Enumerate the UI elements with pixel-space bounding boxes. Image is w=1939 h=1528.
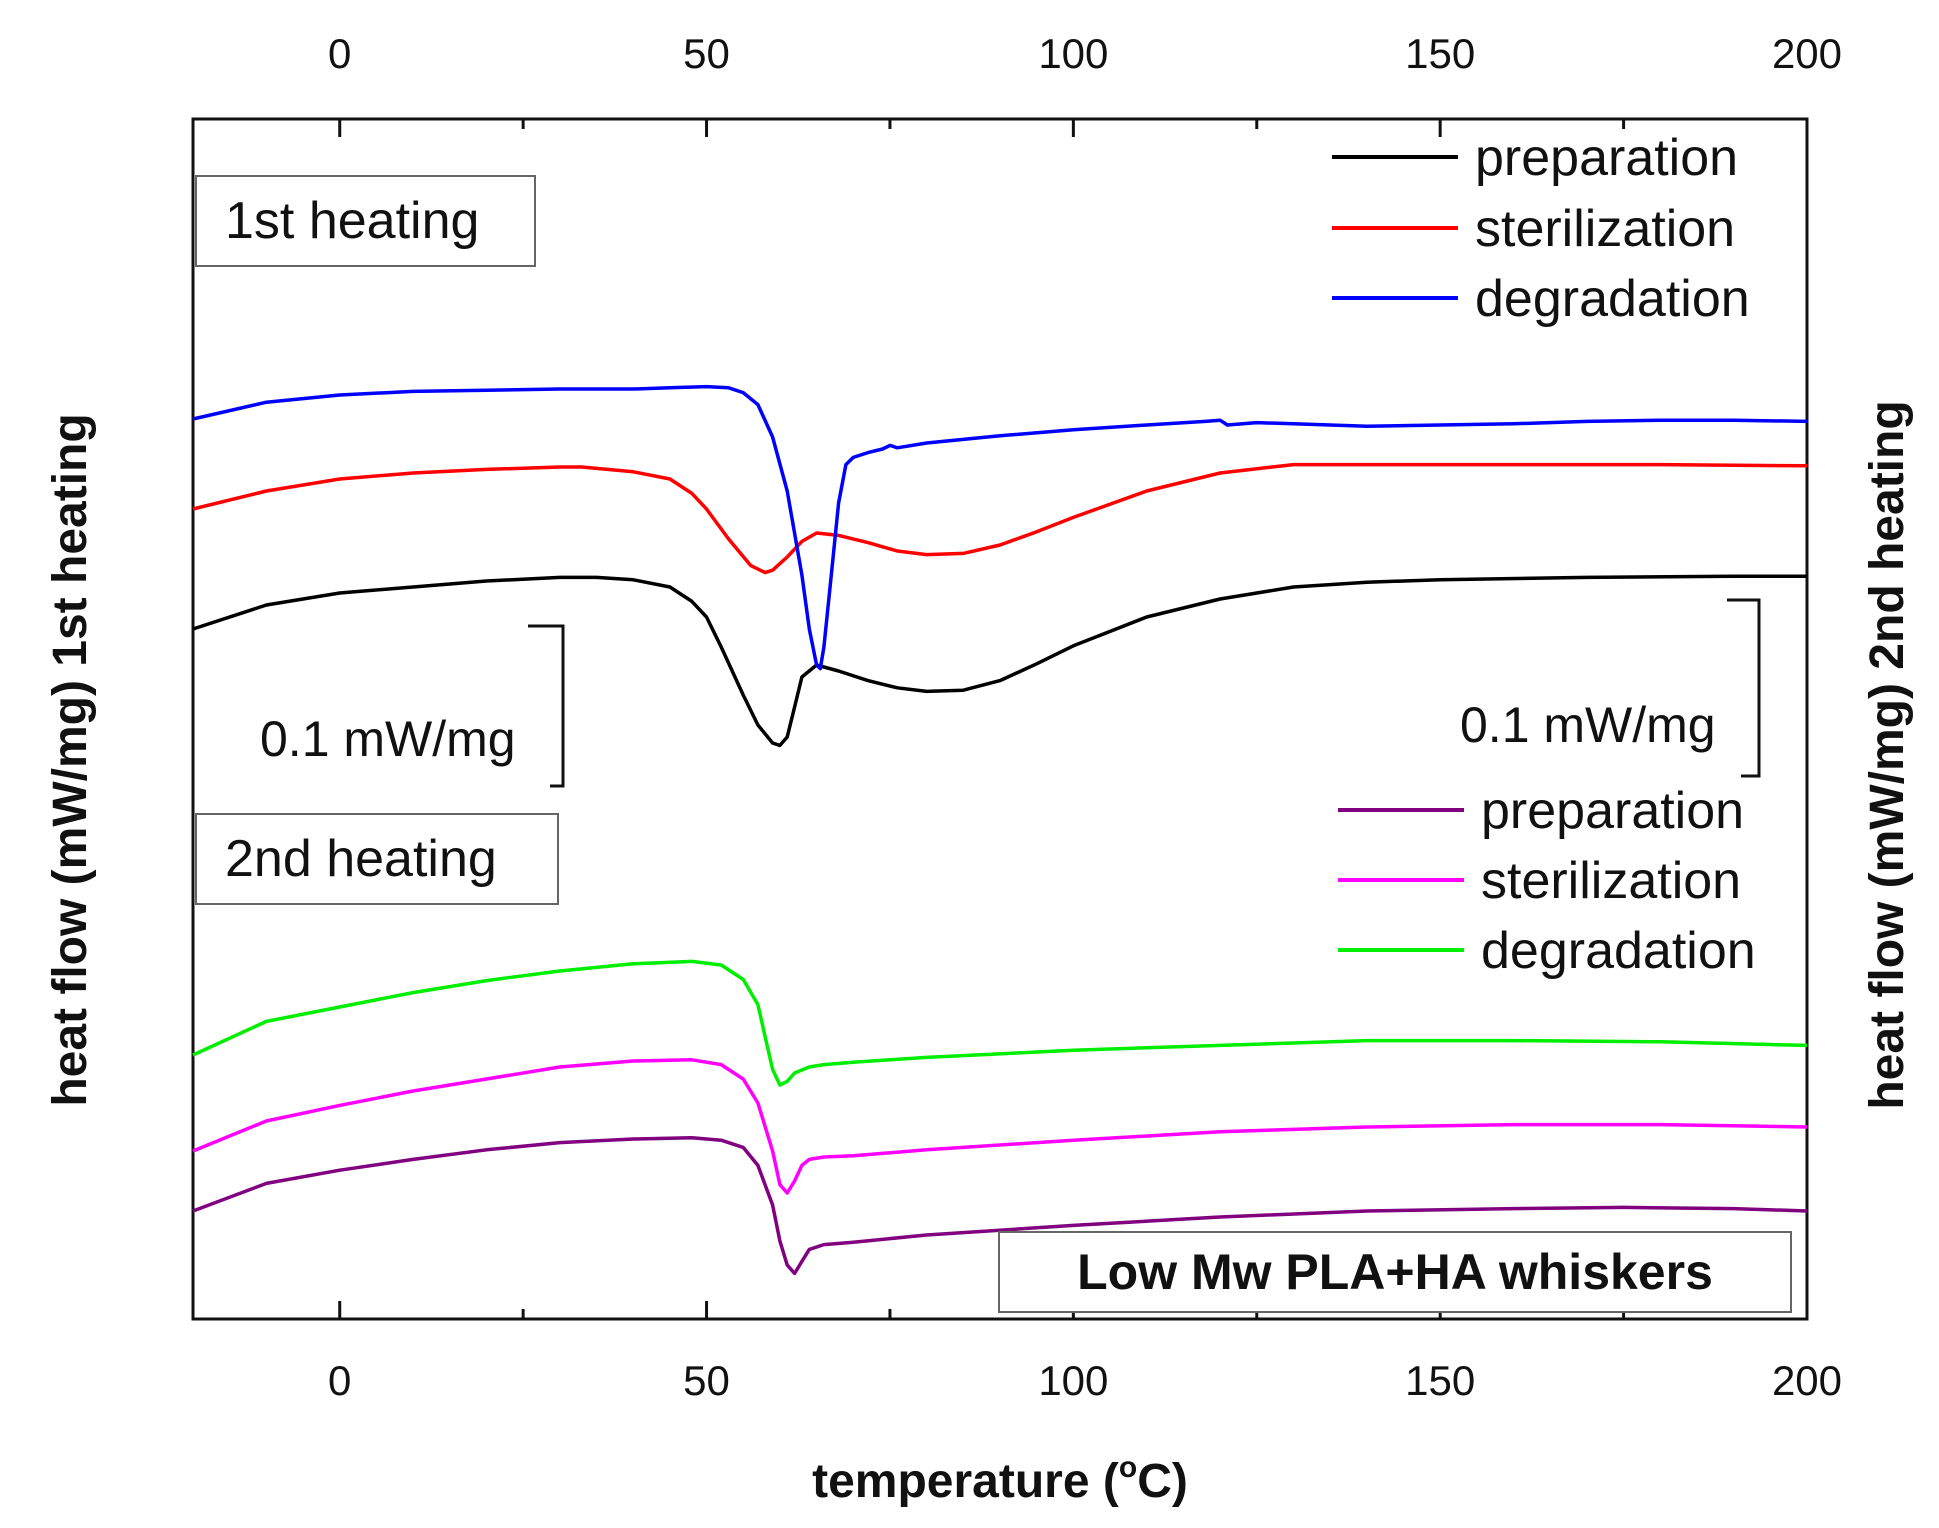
panel2-label: 2nd heating [225,830,497,888]
legend-1st-heating: preparation sterilization degradation [1332,129,1750,328]
top-tick-label-100: 100 [1038,30,1108,77]
series-line-1st-sterilization [192,462,1808,575]
top-tick-label-0: 0 [328,30,351,77]
series-layer [192,384,1808,1276]
y-axis-left-title: heat flow (mW/mg) 1st heating [44,413,97,1106]
series-line-2nd-degradation [192,959,1808,1087]
bottom-tick-label-100: 100 [1038,1357,1108,1404]
bottom-tick-label-50: 50 [683,1357,730,1404]
series-line-1st-degradation [192,384,1808,671]
bottom-tick-label-150: 150 [1405,1357,1475,1404]
legend1-label-sterilization: sterilization [1475,200,1735,258]
y-axis-right-title: heat flow (mW/mg) 2nd heating [1861,400,1914,1109]
bottom-tick-label-200: 200 [1772,1357,1842,1404]
chart-title-box [998,1231,1792,1313]
plot-frame [191,117,1809,1321]
legend-2nd-heating: preparation sterilization degradation [1338,782,1756,980]
scale-bar-right [1727,598,1761,778]
series-line-2nd-sterilization [192,1058,1808,1195]
legend2-label-degradation: degradation [1481,922,1756,980]
top-tick-label-200: 200 [1772,30,1842,77]
top-tick-label-150: 150 [1405,30,1475,77]
series-line-1st-preparation [192,574,1807,748]
x-axis-title-main: temperature ( [812,1455,1119,1508]
panel1-label: 1st heating [225,192,479,250]
panel2-label-box [195,813,559,905]
scale-bar-right-label: 0.1 mW/mg [1460,697,1716,753]
series-line-2nd-preparation [192,1136,1808,1276]
legend2-label-preparation: preparation [1481,782,1744,840]
panel1-label-box [195,175,536,267]
top-tick-label-50: 50 [683,30,730,77]
x-axis-title: temperature (oC) [812,1451,1188,1508]
legend1-label-degradation: degradation [1475,270,1750,328]
scale-bar-left-label: 0.1 mW/mg [260,711,516,767]
legend1-label-preparation: preparation [1475,129,1738,187]
x-axis-title-unit: C) [1137,1455,1188,1508]
chart-title: Low Mw PLA+HA whiskers [1077,1244,1713,1300]
bottom-tick-label-0: 0 [328,1357,351,1404]
scale-bar-left [528,624,565,788]
x-axis-title-degree: o [1119,1451,1137,1484]
x-axis-ticks: 0 0 50 50 100 100 150 150 200 200 [328,30,1842,1404]
legend2-label-sterilization: sterilization [1481,852,1741,910]
